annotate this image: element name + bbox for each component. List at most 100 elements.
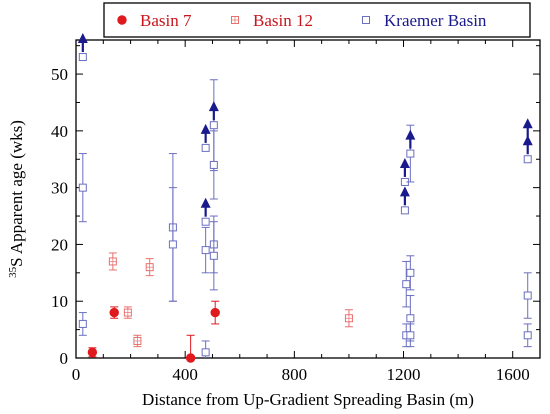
point-marker: [78, 53, 87, 62]
up-arrow-icon: [522, 118, 533, 138]
data-point: [133, 334, 142, 348]
legend-box: [103, 2, 531, 38]
arrow-head: [399, 157, 410, 168]
point-marker: [402, 280, 411, 289]
data-point: [523, 272, 532, 319]
data-point: [87, 347, 98, 358]
point-marker: [117, 15, 127, 25]
y-tick-label: 30: [51, 179, 68, 198]
point-marker: [201, 217, 210, 226]
arrow-head: [399, 186, 410, 197]
data-point: [123, 306, 132, 319]
point-marker: [201, 246, 210, 255]
data-point: [109, 306, 119, 319]
data-point: [406, 255, 415, 291]
legend: Basin 7 Basin 12 Kraemer Basin: [103, 2, 531, 38]
data-point: [108, 252, 117, 271]
y-tick-label: 50: [51, 65, 68, 84]
y-tick-label: 40: [51, 122, 68, 141]
up-arrow-icon: [522, 135, 533, 155]
legend-item: Basin 12: [231, 11, 313, 30]
point-marker: [362, 16, 370, 24]
legend-label: Basin 12: [253, 11, 313, 30]
point-marker: [209, 160, 218, 169]
up-arrow-icon: [405, 129, 416, 149]
plot-frame: [75, 39, 541, 359]
data-point: [78, 153, 87, 223]
legend-item: Basin 7: [117, 11, 192, 30]
up-arrow-icon: [399, 186, 410, 206]
point-marker: [209, 251, 218, 260]
point-marker: [406, 268, 415, 277]
arrow-head: [405, 129, 416, 140]
series-1: [108, 252, 353, 348]
point-marker: [406, 331, 415, 340]
x-tick-label: 800: [282, 365, 308, 384]
data-point: [209, 221, 218, 291]
point-marker: [168, 240, 177, 249]
data-point: [201, 340, 210, 358]
arrow-head: [77, 33, 88, 44]
data-point: [168, 187, 177, 302]
y-tick-label: 0: [60, 349, 69, 368]
data-point: [201, 217, 210, 226]
data-point: [344, 309, 353, 328]
censored-arrows: [77, 33, 533, 217]
point-marker: [209, 121, 218, 130]
data-point: [145, 258, 154, 277]
up-arrow-icon: [77, 33, 88, 53]
y-tick-label: 10: [51, 292, 68, 311]
up-arrow-icon: [208, 101, 219, 121]
data-point: [523, 155, 532, 164]
point-marker: [406, 149, 415, 158]
axis-ticks: 0 400 800 1200 1600 0 10 20 30 40 50: [51, 40, 541, 384]
point-marker: [109, 307, 119, 318]
x-tick-label: 400: [172, 365, 198, 384]
legend-label: Kraemer Basin: [384, 11, 487, 30]
point-marker: [201, 143, 210, 152]
data-point: [78, 312, 87, 336]
arrow-head: [200, 197, 211, 208]
data-point: [210, 300, 220, 325]
data-point: [402, 260, 411, 308]
point-marker: [523, 291, 532, 300]
legend-label: Basin 7: [140, 11, 192, 30]
y-axis-label: 35S Apparent age (wks): [7, 120, 26, 278]
data-point: [523, 323, 532, 348]
point-marker: [400, 206, 409, 215]
data-point: [400, 206, 409, 215]
point-marker: [210, 307, 220, 318]
data-marks: [78, 53, 532, 363]
up-arrow-icon: [200, 197, 211, 217]
up-arrow-icon: [399, 157, 410, 177]
point-marker: [406, 314, 415, 323]
point-marker: [523, 331, 532, 340]
y-axis-label-text: S Apparent age (wks): [7, 120, 26, 267]
legend-item: Kraemer Basin: [362, 11, 487, 30]
x-tick-label: 1200: [387, 365, 421, 384]
up-arrow-icon: [200, 123, 211, 143]
arrow-head: [522, 118, 533, 129]
series-2: [78, 53, 532, 358]
arrow-head: [208, 101, 219, 112]
arrow-head: [200, 123, 211, 134]
y-tick-label: 20: [51, 235, 68, 254]
point-marker: [87, 347, 98, 358]
arrow-head: [522, 135, 533, 146]
series-0: [87, 300, 220, 363]
data-point: [406, 323, 415, 348]
point-marker: [78, 183, 87, 192]
data-point: [201, 143, 210, 152]
point-marker: [78, 319, 87, 328]
point-marker: [201, 348, 210, 357]
data-point: [406, 124, 415, 183]
data-point: [209, 130, 218, 200]
x-axis-label: Distance from Up-Gradient Spreading Basi…: [142, 390, 474, 409]
data-point: [78, 53, 87, 62]
data-point: [185, 334, 196, 363]
x-tick-label: 0: [72, 365, 81, 384]
data-point: [201, 226, 210, 274]
point-marker: [185, 353, 196, 363]
x-tick-label: 1600: [496, 365, 530, 384]
